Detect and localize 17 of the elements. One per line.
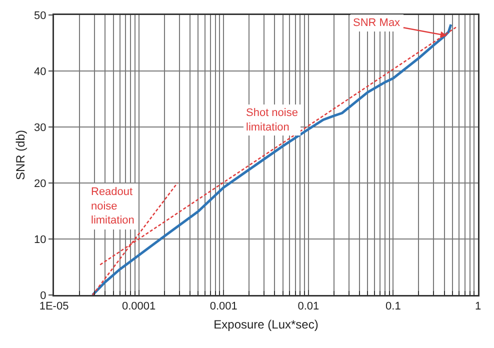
- x-tick-label: 0.001: [210, 300, 238, 313]
- annotation: Readout noise limitation: [91, 186, 134, 227]
- x-tick-label: 1E-05: [39, 300, 69, 313]
- x-tick-label: 0.01: [298, 300, 320, 313]
- x-tick-label: 1: [474, 300, 482, 313]
- y-tick-label: 40: [34, 66, 46, 78]
- annotation: SNR Max: [353, 17, 401, 29]
- x-tick-label: 0.0001: [122, 300, 156, 313]
- annotation: Shot noise limitation: [246, 107, 298, 134]
- y-tick-label: 30: [34, 122, 46, 134]
- x-axis-title: Exposure (Lux*sec): [214, 317, 318, 332]
- x-tick-label: 0.1: [386, 300, 401, 313]
- y-tick-label: 50: [34, 10, 46, 22]
- y-tick-label: 20: [34, 178, 46, 190]
- y-tick-label: 10: [34, 234, 46, 246]
- y-axis-title: SNR (db): [14, 130, 28, 180]
- y-tick-label: 0: [40, 290, 46, 302]
